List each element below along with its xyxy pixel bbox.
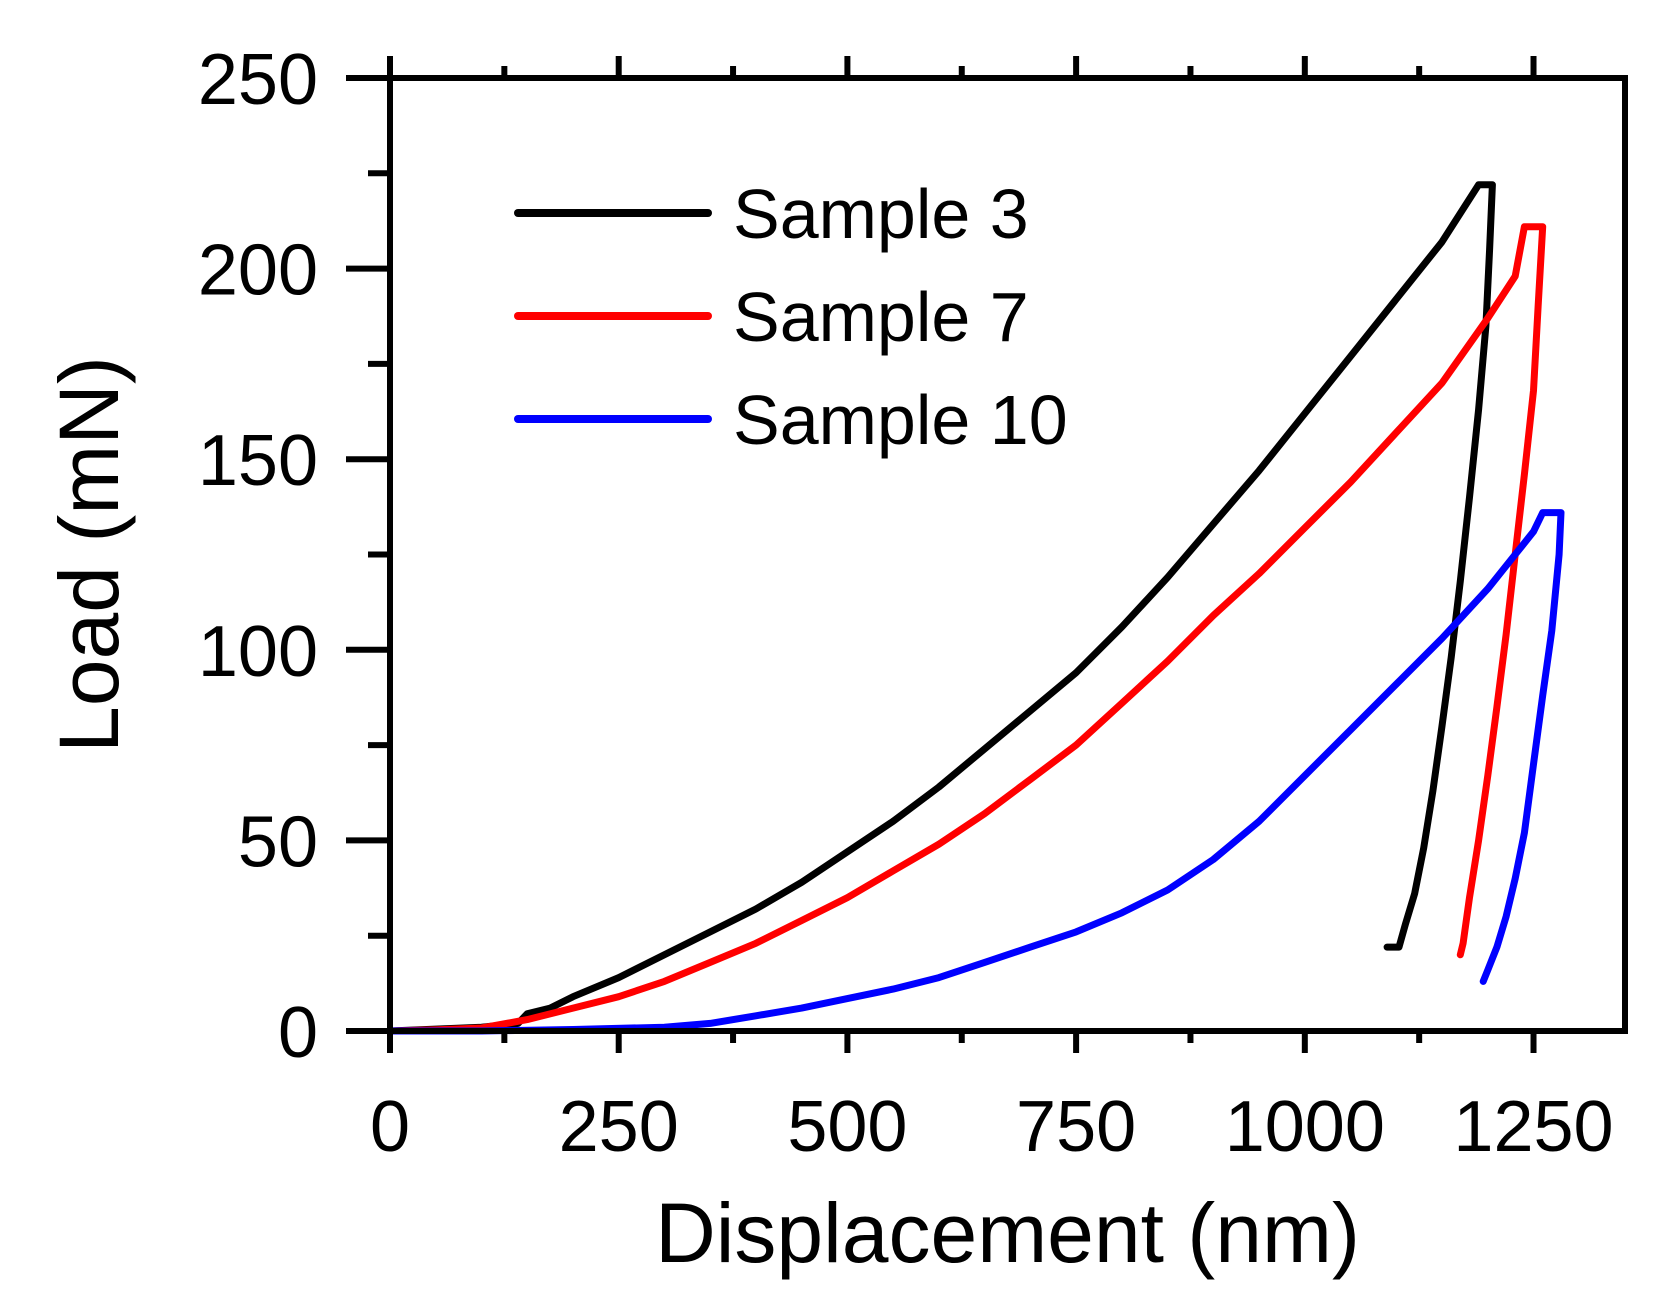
x-tick-label: 0	[370, 1087, 410, 1167]
x-tick-label: 1250	[1453, 1087, 1613, 1167]
x-tick-label: 1000	[1225, 1087, 1385, 1167]
series-line-sample-10	[386, 509, 1565, 1035]
x-tick-label: 500	[787, 1087, 907, 1167]
legend: Sample 3 Sample 7 Sample 10	[514, 175, 1068, 459]
y-tick-label: 0	[278, 993, 318, 1073]
legend-label: Sample 3	[733, 175, 1029, 253]
series-layer	[386, 181, 1565, 1035]
y-axis-title: Load (mN)	[42, 356, 136, 753]
y-tick-label: 250	[198, 40, 318, 120]
series-line-sample-3	[386, 181, 1496, 1035]
y-tick-label: 50	[238, 802, 318, 882]
y-tick-label: 200	[198, 231, 318, 311]
legend-label: Sample 7	[733, 278, 1029, 356]
x-axis-ticks: 0 250 500 750 1000 1250	[370, 56, 1614, 1167]
y-axis-ticks: 0 50 100 150 200 250	[198, 40, 390, 1073]
legend-label: Sample 10	[733, 381, 1068, 459]
series-line-sample-7	[386, 223, 1547, 1035]
x-axis-title: Displacement (nm)	[655, 1186, 1360, 1280]
y-tick-label: 100	[198, 612, 318, 692]
y-tick-label: 150	[198, 421, 318, 501]
x-tick-label: 250	[559, 1087, 679, 1167]
axes-layer: 0 250 500 750 1000 1250 0 50 100 150 200 250	[198, 40, 1628, 1167]
x-tick-label: 750	[1016, 1087, 1136, 1167]
